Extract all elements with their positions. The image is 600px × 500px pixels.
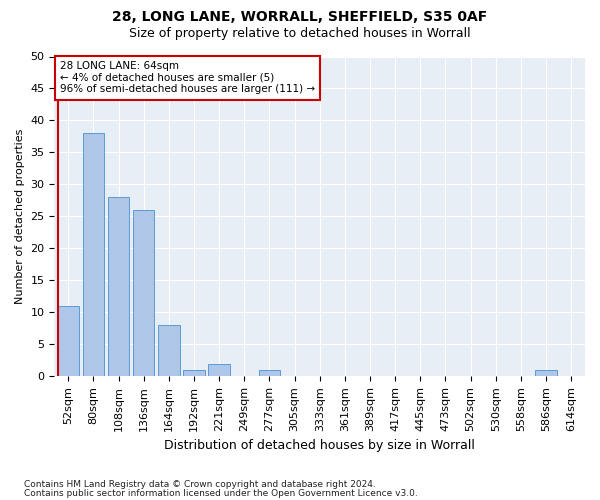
Bar — [158, 325, 179, 376]
Bar — [83, 134, 104, 376]
Bar — [133, 210, 154, 376]
Text: Contains public sector information licensed under the Open Government Licence v3: Contains public sector information licen… — [24, 489, 418, 498]
Y-axis label: Number of detached properties: Number of detached properties — [15, 128, 25, 304]
Text: 28, LONG LANE, WORRALL, SHEFFIELD, S35 0AF: 28, LONG LANE, WORRALL, SHEFFIELD, S35 0… — [112, 10, 488, 24]
Bar — [535, 370, 557, 376]
Bar — [259, 370, 280, 376]
Bar — [208, 364, 230, 376]
Text: 28 LONG LANE: 64sqm
← 4% of detached houses are smaller (5)
96% of semi-detached: 28 LONG LANE: 64sqm ← 4% of detached hou… — [60, 62, 315, 94]
Bar — [58, 306, 79, 376]
Bar — [183, 370, 205, 376]
Text: Contains HM Land Registry data © Crown copyright and database right 2024.: Contains HM Land Registry data © Crown c… — [24, 480, 376, 489]
Text: Size of property relative to detached houses in Worrall: Size of property relative to detached ho… — [129, 28, 471, 40]
X-axis label: Distribution of detached houses by size in Worrall: Distribution of detached houses by size … — [164, 440, 475, 452]
Bar — [108, 197, 129, 376]
